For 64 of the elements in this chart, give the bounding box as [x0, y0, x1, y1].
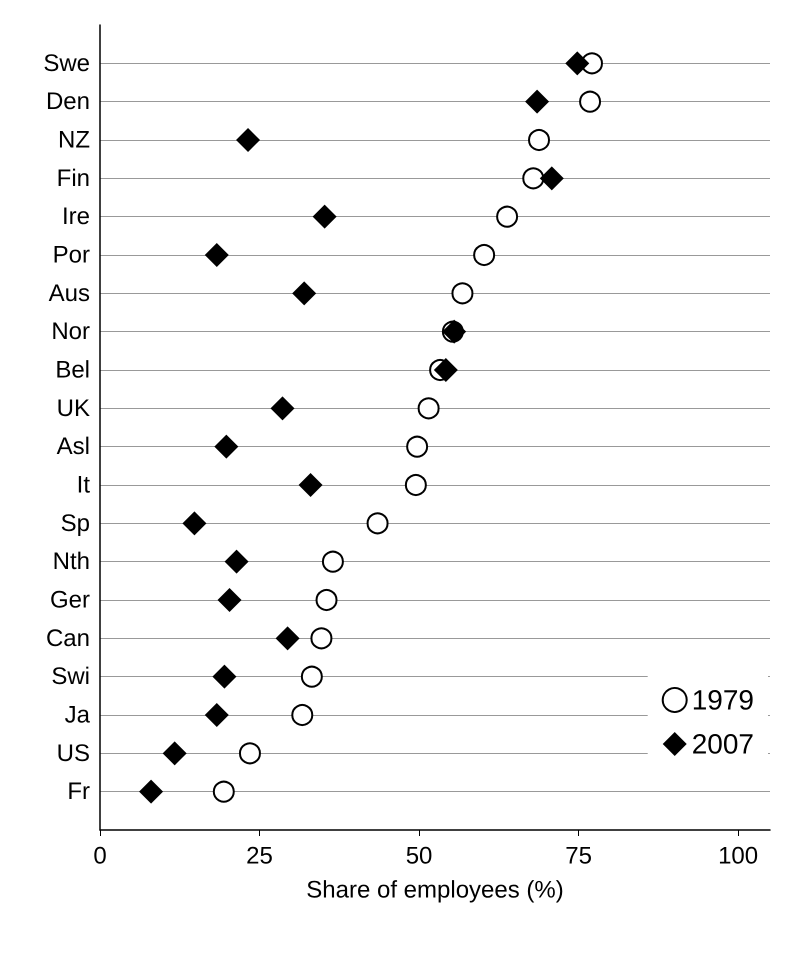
legend-label: 1979 [692, 684, 754, 716]
y-tick-label: UK [56, 394, 90, 422]
point [522, 167, 544, 190]
point [182, 511, 206, 536]
point [291, 704, 314, 726]
y-tick-label: Swi [51, 663, 90, 690]
point [525, 90, 550, 114]
point [366, 512, 389, 534]
point [139, 780, 164, 804]
y-tick-label: Swe [43, 50, 90, 77]
point [451, 282, 474, 304]
point [322, 550, 344, 573]
point [204, 703, 229, 727]
point [310, 627, 332, 650]
point [270, 396, 294, 420]
point [214, 434, 238, 459]
x-tick-label: 100 [718, 842, 758, 870]
x-tick-label: 25 [246, 842, 273, 870]
y-tick-label: Nor [51, 318, 90, 346]
x-axis-title: Share of employees (%) [306, 876, 564, 904]
point [212, 664, 236, 689]
y-tick-label: Can [46, 624, 90, 652]
y-tick-label: Ger [50, 586, 90, 614]
point [218, 588, 242, 612]
x-tick-label: 75 [565, 842, 592, 870]
x-tick-label: 0 [93, 842, 107, 870]
point [404, 474, 427, 496]
legend-label: 2007 [692, 728, 754, 760]
point [496, 206, 518, 228]
point [224, 550, 249, 574]
point [473, 244, 496, 266]
y-tick-label: Sp [60, 510, 90, 537]
y-tick-label: Bel [55, 356, 90, 384]
y-tick-label: Fr [67, 778, 90, 806]
point [418, 397, 440, 420]
point [434, 358, 458, 382]
point [298, 473, 323, 497]
y-tick-label: Aus [48, 280, 90, 307]
point [162, 741, 187, 766]
point [292, 281, 316, 306]
point [276, 626, 300, 650]
point [238, 742, 261, 764]
point [300, 666, 323, 688]
y-tick-label: NZ [58, 126, 90, 154]
point [236, 128, 260, 152]
point [540, 166, 564, 190]
point [212, 780, 235, 803]
point [565, 51, 590, 76]
y-tick-label: Por [52, 242, 90, 268]
y-tick-label: It [76, 472, 90, 498]
point [204, 243, 229, 267]
point [316, 589, 338, 611]
point [312, 204, 337, 229]
y-tick-label: Asl [56, 433, 90, 460]
y-tick-label: Nth [52, 548, 90, 576]
point [406, 436, 428, 458]
point [528, 129, 550, 151]
y-tick-label: Ire [62, 203, 90, 230]
y-tick-label: Fin [56, 164, 90, 192]
x-tick-label: 50 [406, 842, 432, 870]
point [579, 90, 602, 113]
y-tick-label: Ja [64, 702, 91, 728]
y-tick-label: Den [46, 88, 90, 116]
y-tick-label: US [56, 740, 90, 767]
